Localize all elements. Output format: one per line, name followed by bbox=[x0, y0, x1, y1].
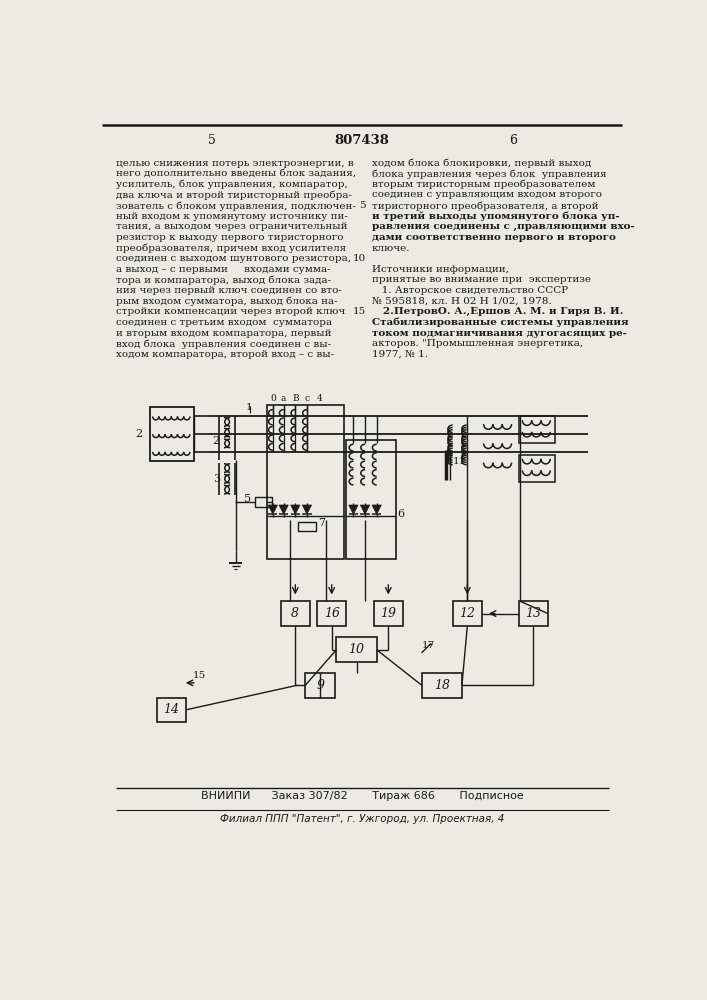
Text: блока управления через блок  управления: блока управления через блок управления bbox=[372, 169, 607, 179]
Text: тиристорного преобразователя, а второй: тиристорного преобразователя, а второй bbox=[372, 201, 599, 211]
Text: 1: 1 bbox=[246, 403, 253, 412]
Text: 13: 13 bbox=[525, 607, 542, 620]
Text: соединен с третьим входом  сумматора: соединен с третьим входом сумматора bbox=[116, 318, 332, 327]
Text: акторов. "Промышленная энергетика,: акторов. "Промышленная энергетика, bbox=[372, 339, 583, 348]
Text: тора и компаратора, выход блока зада-: тора и компаратора, выход блока зада- bbox=[116, 275, 332, 285]
Text: дами соответственно первого и второго: дами соответственно первого и второго bbox=[372, 233, 616, 242]
Text: 2: 2 bbox=[136, 429, 143, 439]
Text: 6: 6 bbox=[397, 509, 404, 519]
Text: равления соединены с ,правляющими вхо-: равления соединены с ,правляющими вхо- bbox=[372, 222, 635, 231]
Text: 9: 9 bbox=[316, 679, 324, 692]
Text: № 595818, кл. Н 02 Н 1/02, 1978.: № 595818, кл. Н 02 Н 1/02, 1978. bbox=[372, 297, 551, 306]
Polygon shape bbox=[291, 505, 300, 514]
Text: 1977, № 1.: 1977, № 1. bbox=[372, 350, 428, 359]
Text: 15: 15 bbox=[193, 671, 206, 680]
Text: целью снижения потерь электроэнергии, в: целью снижения потерь электроэнергии, в bbox=[116, 158, 354, 167]
Text: принятые во внимание при  экспертизе: принятые во внимание при экспертизе bbox=[372, 275, 591, 284]
Text: ВНИИПИ      Заказ 307/82       Тираж 686       Подписное: ВНИИПИ Заказ 307/82 Тираж 686 Подписное bbox=[201, 791, 523, 801]
Text: него дополнительно введены блок задания,: него дополнительно введены блок задания, bbox=[116, 169, 356, 178]
Bar bbox=[156, 698, 186, 722]
Text: а выход – с первыми     входами сумма-: а выход – с первыми входами сумма- bbox=[116, 265, 331, 274]
Bar bbox=[151, 407, 194, 461]
Text: тания, а выходом через ограничительный: тания, а выходом через ограничительный bbox=[116, 222, 348, 231]
Text: c: c bbox=[304, 394, 310, 403]
Text: и третий выходы упомянутого блока уп-: и третий выходы упомянутого блока уп- bbox=[372, 212, 619, 221]
Text: Источники информации,: Источники информации, bbox=[372, 265, 509, 274]
Text: 14: 14 bbox=[163, 703, 180, 716]
Text: ния через первый ключ соединен со вто-: ния через первый ключ соединен со вто- bbox=[116, 286, 342, 295]
Text: вторым тиристорным преобразователем: вторым тиристорным преобразователем bbox=[372, 180, 595, 189]
Text: ходом компаратора, второй вход – с вы-: ходом компаратора, второй вход – с вы- bbox=[116, 350, 334, 359]
Text: 5: 5 bbox=[359, 201, 366, 210]
Text: 5: 5 bbox=[209, 134, 216, 147]
Text: стройки компенсации через второй ключ: стройки компенсации через второй ключ bbox=[116, 307, 346, 316]
Text: 1. Авторское свидетельство СССР: 1. Авторское свидетельство СССР bbox=[372, 286, 568, 295]
Text: 2.ПетровО. А.,Ершов А. М. и Гиря В. И.: 2.ПетровО. А.,Ершов А. М. и Гиря В. И. bbox=[372, 307, 624, 316]
Text: 17: 17 bbox=[421, 641, 435, 650]
Polygon shape bbox=[372, 505, 381, 514]
Text: вход блока  управления соединен с вы-: вход блока управления соединен с вы- bbox=[116, 339, 332, 349]
Text: и вторым входом компаратора, первый: и вторым входом компаратора, первый bbox=[116, 329, 332, 338]
Bar bbox=[421, 673, 462, 698]
Polygon shape bbox=[279, 505, 288, 514]
Text: усилитель, блок управления, компаратор,: усилитель, блок управления, компаратор, bbox=[116, 180, 348, 189]
Text: 10: 10 bbox=[349, 643, 365, 656]
Text: 8: 8 bbox=[291, 607, 299, 620]
Text: ходом блока блокировки, первый выход: ходом блока блокировки, первый выход bbox=[372, 158, 591, 168]
Text: ключе.: ключе. bbox=[372, 244, 411, 253]
Text: рым входом сумматора, выход блока на-: рым входом сумматора, выход блока на- bbox=[116, 297, 338, 306]
Text: 7: 7 bbox=[317, 518, 325, 528]
Polygon shape bbox=[303, 505, 312, 514]
Bar bbox=[337, 637, 377, 662]
Bar bbox=[305, 673, 335, 698]
Bar bbox=[298, 522, 316, 531]
Text: 0: 0 bbox=[270, 394, 276, 403]
Text: два ключа и второй тиристорный преобра-: два ключа и второй тиристорный преобра- bbox=[116, 190, 352, 200]
Text: 3: 3 bbox=[213, 474, 220, 484]
Text: зователь с блоком управления, подключен-: зователь с блоком управления, подключен- bbox=[116, 201, 356, 211]
Text: соединен с управляющим входом второго: соединен с управляющим входом второго bbox=[372, 190, 602, 199]
Bar bbox=[519, 455, 555, 482]
Text: 12: 12 bbox=[460, 607, 475, 620]
Text: B: B bbox=[292, 394, 298, 403]
Text: 15: 15 bbox=[353, 307, 366, 316]
Text: 18: 18 bbox=[434, 679, 450, 692]
Bar bbox=[518, 601, 548, 626]
Text: ный входом к упомянутому источнику пи-: ный входом к упомянутому источнику пи- bbox=[116, 212, 348, 221]
Bar bbox=[373, 601, 403, 626]
Text: 19: 19 bbox=[380, 607, 397, 620]
Text: 6: 6 bbox=[509, 134, 517, 147]
Bar bbox=[346, 440, 396, 559]
Bar bbox=[267, 405, 344, 559]
Text: 4: 4 bbox=[317, 394, 322, 403]
Bar bbox=[519, 416, 555, 443]
Text: Филиал ППП "Патент", г. Ужгород, ул. Проектная, 4: Филиал ППП "Патент", г. Ужгород, ул. Про… bbox=[220, 814, 504, 824]
Text: преобразователя, причем вход усилителя: преобразователя, причем вход усилителя bbox=[116, 244, 346, 253]
Bar bbox=[317, 601, 346, 626]
Text: 5: 5 bbox=[244, 494, 251, 504]
Bar bbox=[452, 601, 482, 626]
Text: 2: 2 bbox=[213, 436, 220, 446]
Bar bbox=[255, 497, 272, 507]
Text: Стабилизированные системы управления: Стабилизированные системы управления bbox=[372, 318, 629, 327]
Text: a: a bbox=[281, 394, 286, 403]
Text: 807438: 807438 bbox=[334, 134, 390, 147]
Text: резистор к выходу первого тиристорного: резистор к выходу первого тиристорного bbox=[116, 233, 344, 242]
Polygon shape bbox=[268, 505, 277, 514]
Bar bbox=[281, 601, 310, 626]
Polygon shape bbox=[361, 505, 370, 514]
Text: 11: 11 bbox=[452, 457, 466, 466]
Text: соединен с выходом шунтового резистора,: соединен с выходом шунтового резистора, bbox=[116, 254, 351, 263]
Polygon shape bbox=[349, 505, 358, 514]
Text: 10: 10 bbox=[353, 254, 366, 263]
Text: 16: 16 bbox=[324, 607, 340, 620]
Text: током подмагничивания дугогасящих ре-: током подмагничивания дугогасящих ре- bbox=[372, 329, 627, 338]
